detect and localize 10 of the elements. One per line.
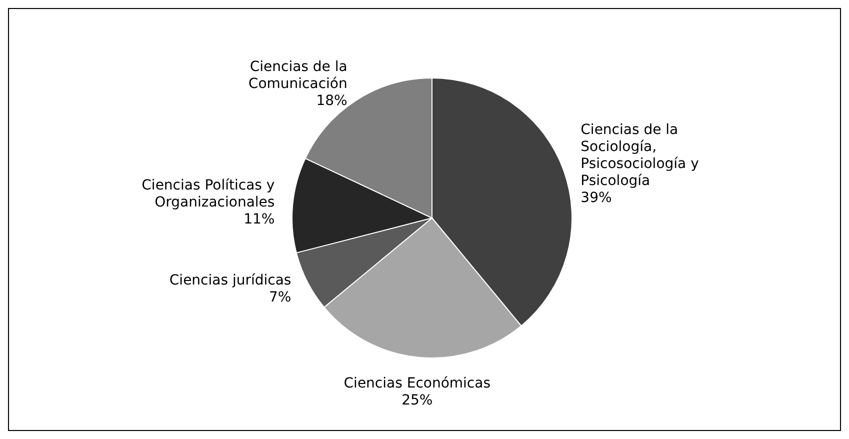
data-label: 18% (316, 93, 348, 110)
slice-label: Ciencias jurídicas (169, 272, 292, 289)
slice-label: Ciencias Económicas (344, 375, 490, 392)
data-label: 39% (580, 190, 612, 206)
data-label: 25% (402, 392, 433, 408)
data-label: 7% (269, 290, 292, 306)
slice-label: Ciencias Políticas y Organizacionales (142, 178, 275, 211)
slice-label: Ciencias de la Sociología, Psicosociología y Psicología (580, 122, 699, 189)
slice-label: Ciencias de la Comunicación (248, 59, 348, 92)
data-label: 11% (244, 212, 275, 228)
